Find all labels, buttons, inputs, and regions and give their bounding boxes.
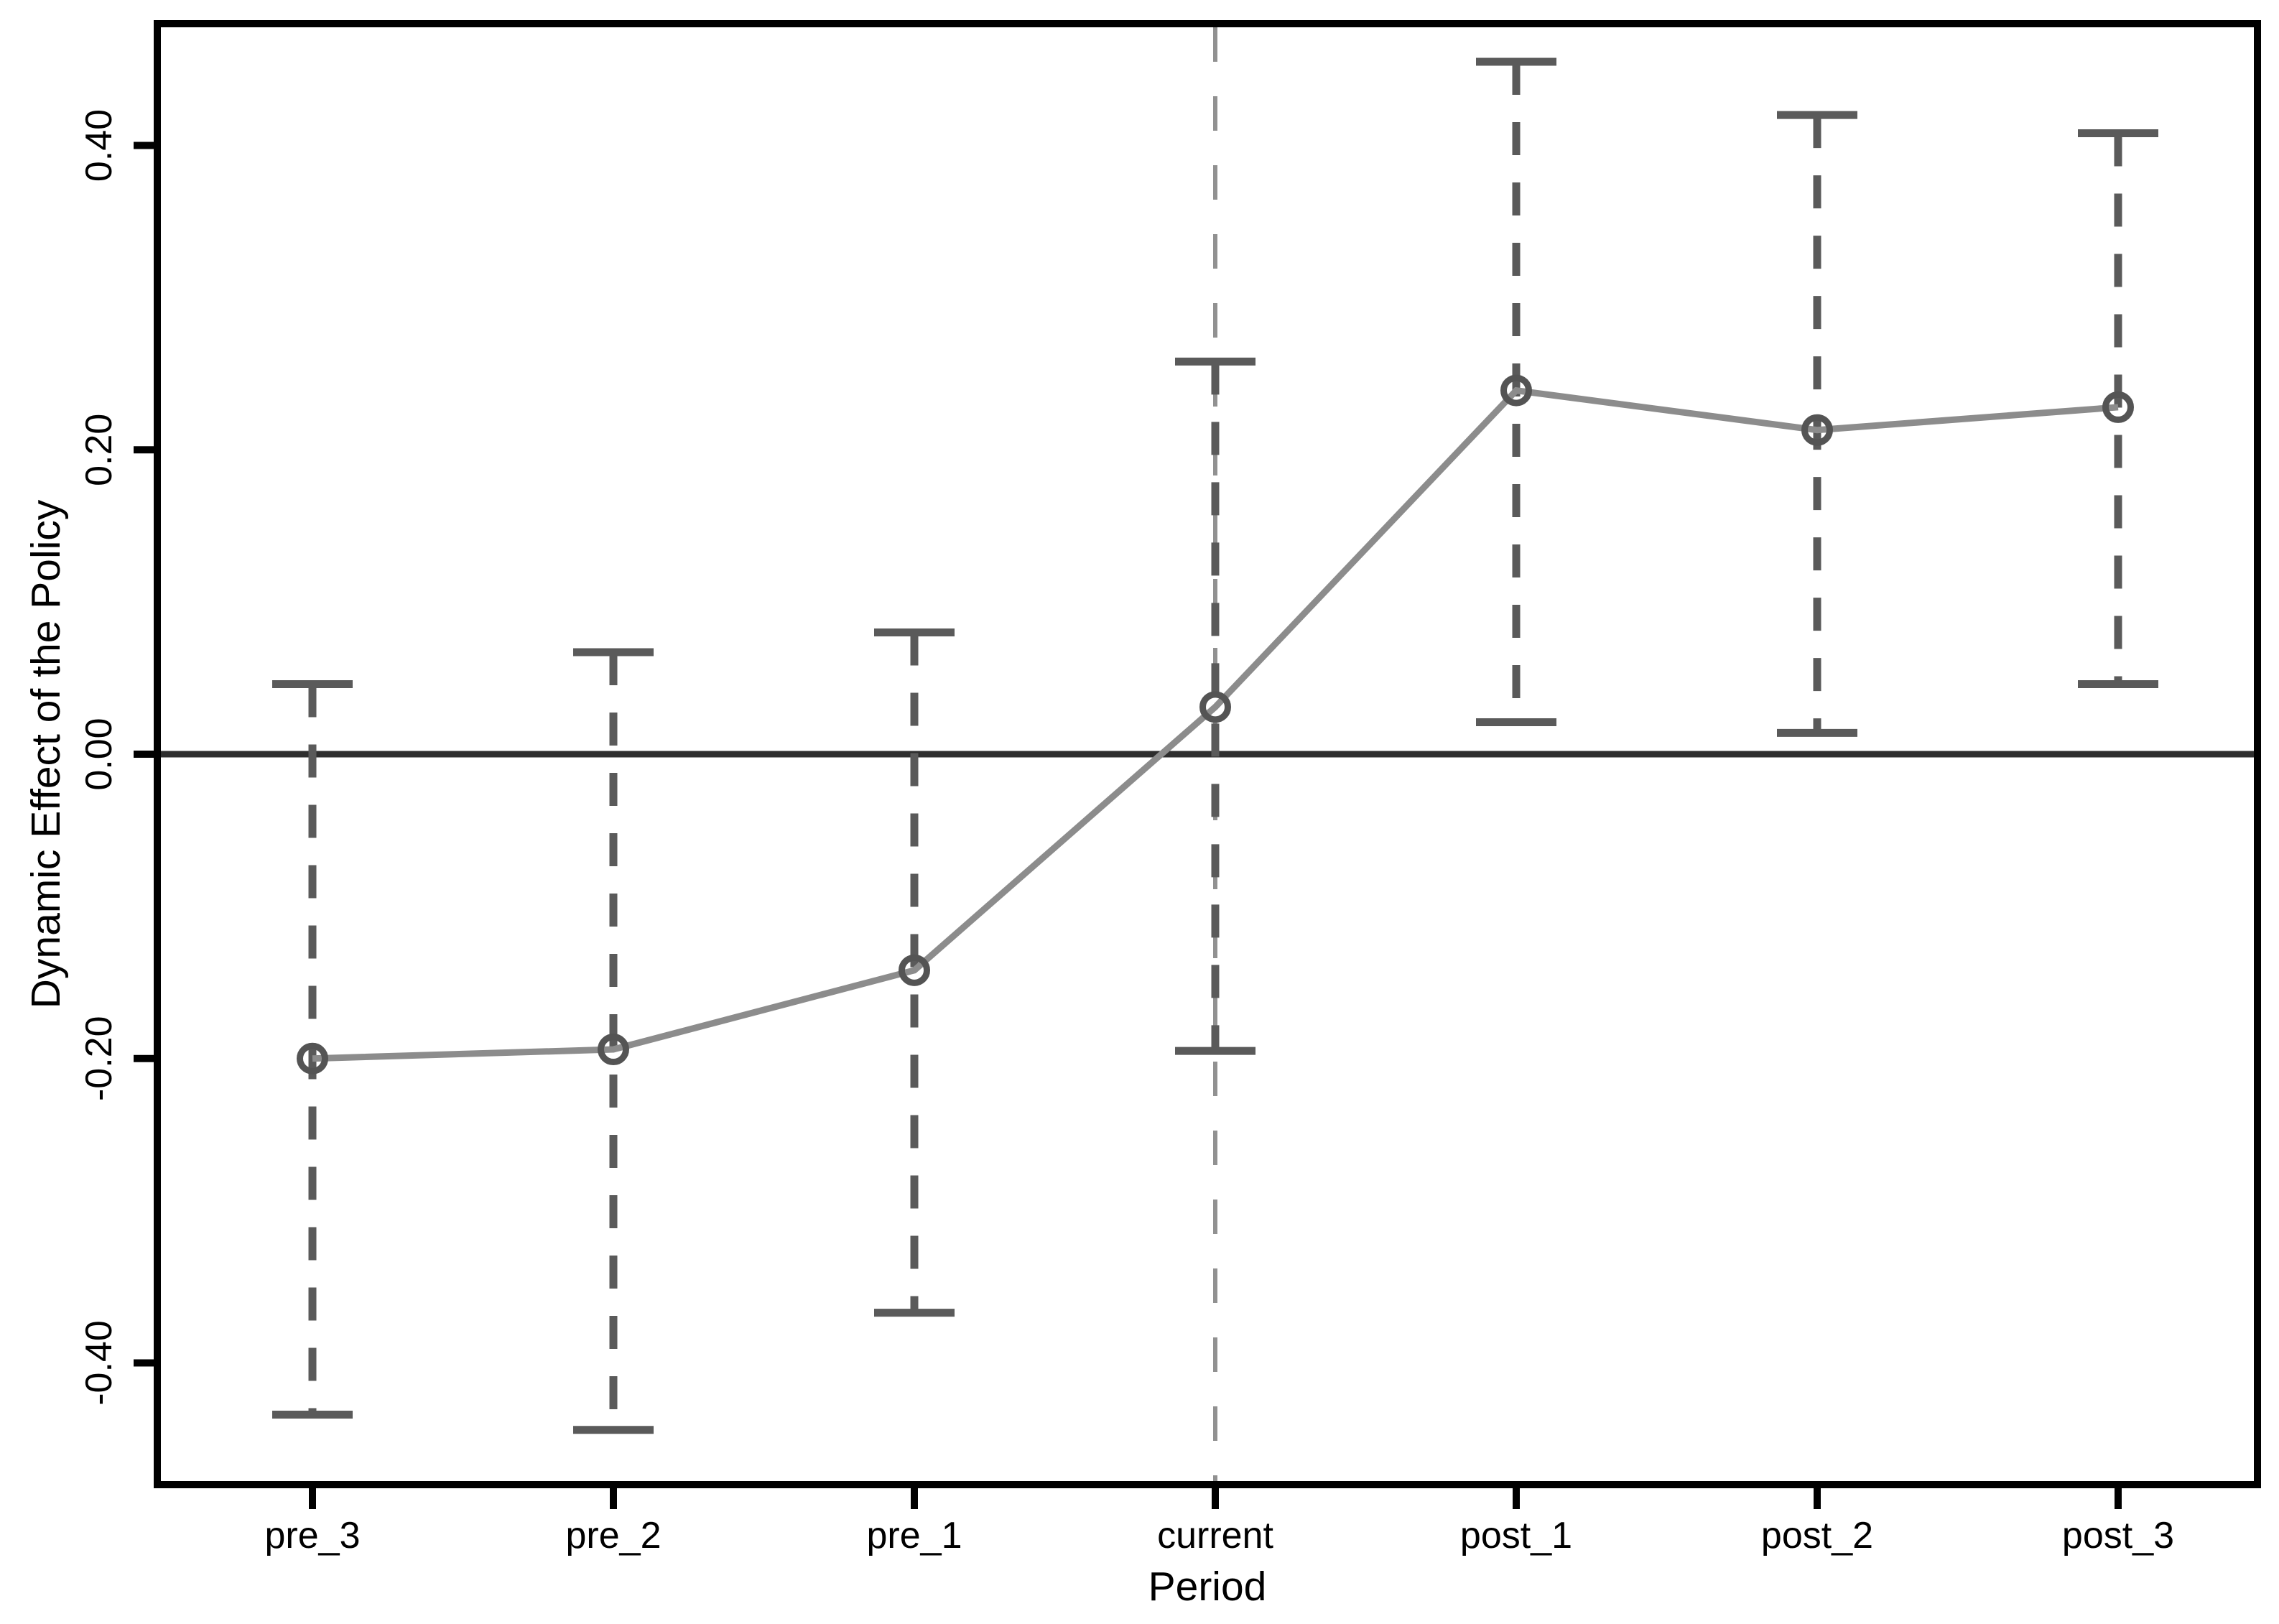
x-tick-label: pre_3 bbox=[265, 1515, 361, 1556]
data-point-marker bbox=[1199, 691, 1231, 723]
y-axis-title: Dynamic Effect of the Policy bbox=[23, 499, 69, 1008]
data-point-marker bbox=[1801, 414, 1833, 446]
y-tick-label: 0.40 bbox=[78, 109, 120, 182]
reference-lines-layer bbox=[157, 27, 2257, 1481]
y-tick-label: -0.20 bbox=[78, 1016, 120, 1101]
axes-frame-layer bbox=[134, 20, 2261, 1509]
x-tick-label: post_3 bbox=[2062, 1515, 2174, 1556]
x-tick-label: pre_1 bbox=[867, 1515, 962, 1556]
error-bars-layer bbox=[272, 57, 2158, 1434]
y-tick-label: 0.00 bbox=[78, 718, 120, 790]
y-tick-label: 0.20 bbox=[78, 414, 120, 486]
x-tick-label: post_2 bbox=[1761, 1515, 1873, 1556]
x-tick-label: pre_2 bbox=[566, 1515, 662, 1556]
series-line bbox=[312, 386, 2119, 1062]
data-point-marker bbox=[2102, 391, 2134, 423]
axis-labels-layer: Period Dynamic Effect of the Policy 0.40… bbox=[23, 109, 2174, 1610]
y-tick-label: -0.40 bbox=[78, 1320, 120, 1406]
x-tick-label: post_1 bbox=[1460, 1515, 1572, 1556]
series-layer bbox=[297, 374, 2134, 1075]
data-point-marker bbox=[899, 954, 930, 986]
data-point-marker bbox=[297, 1042, 328, 1075]
x-axis-title: Period bbox=[1148, 1564, 1267, 1610]
data-point-marker bbox=[598, 1034, 629, 1066]
x-tick-label: current bbox=[1157, 1515, 1273, 1556]
data-point-marker bbox=[1500, 374, 1532, 407]
